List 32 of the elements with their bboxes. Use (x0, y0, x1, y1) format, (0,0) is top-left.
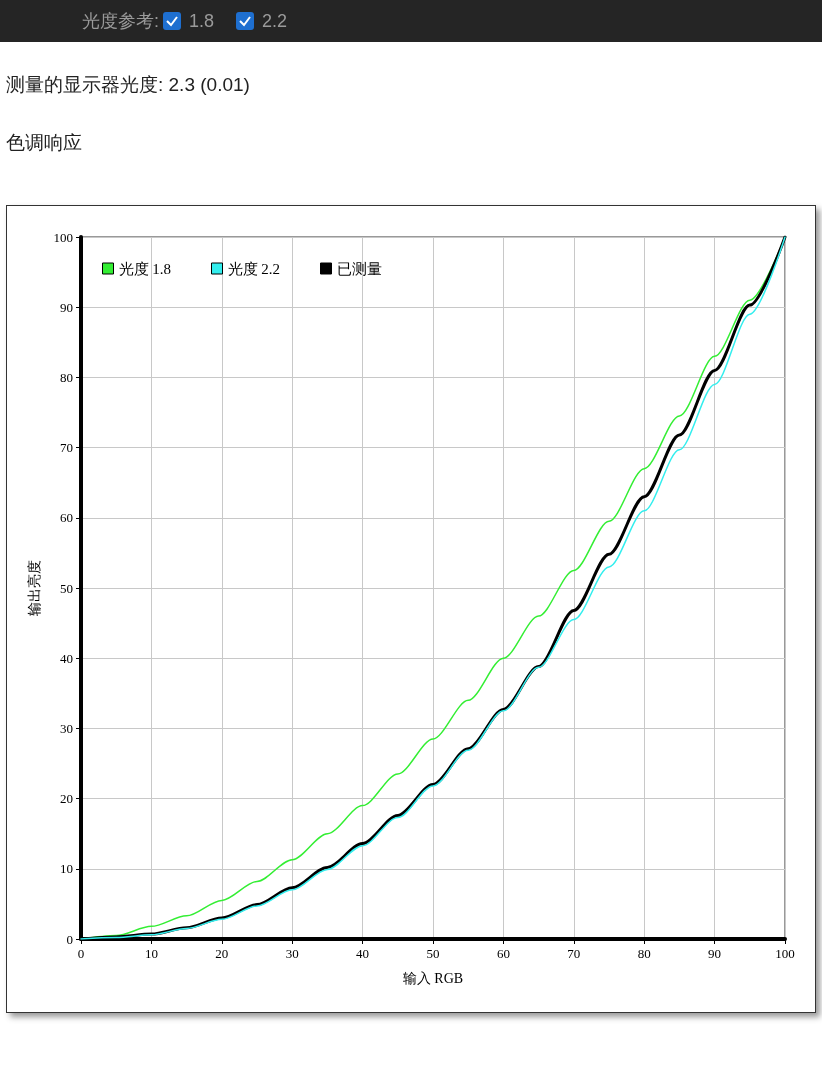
y-tick-label: 40 (60, 650, 73, 666)
x-tick-label: 40 (356, 946, 370, 961)
x-tick-label: 90 (708, 946, 722, 961)
x-axis-title: 输入 RGB (402, 970, 464, 986)
x-tick-label: 60 (496, 946, 510, 961)
x-tick-label: 80 (637, 946, 651, 961)
y-tick-label: 10 (60, 861, 73, 877)
legend-label: 光度 1.8 (118, 260, 171, 277)
legend-label: 已测量 (336, 260, 382, 277)
text: 1.8 (189, 10, 215, 32)
x-tick-label: 30 (285, 946, 299, 961)
chart-title: 色调响应 (6, 131, 83, 155)
y-tick-label: 70 (60, 440, 73, 456)
y-tick-label: 90 (60, 299, 73, 315)
x-tick-label: 50 (426, 946, 440, 961)
legend-label: 光度 2.2 (227, 260, 280, 277)
y-tick-label: 20 (60, 791, 73, 807)
y-axis-title: 输出亮度 (26, 560, 42, 616)
y-tick-label: 60 (60, 510, 73, 526)
x-tick-label: 0 (77, 946, 85, 961)
x-tick-label: 20 (215, 946, 229, 961)
x-tick-label: 70 (567, 946, 581, 961)
y-tick-label: 50 (60, 580, 73, 596)
x-tick-label: 10 (144, 946, 158, 961)
chart-subtitle: 测量的显示器光度: 2.3 (0.01) (6, 73, 251, 97)
y-tick-label: 30 (60, 720, 73, 736)
text: 2.2 (262, 10, 288, 32)
y-tick-label: 100 (53, 229, 73, 245)
y-tick-label: 80 (60, 369, 73, 385)
y-tick-label: 0 (66, 931, 73, 947)
x-tick-label: 100 (775, 946, 795, 961)
text: 光度参考: (82, 10, 160, 33)
